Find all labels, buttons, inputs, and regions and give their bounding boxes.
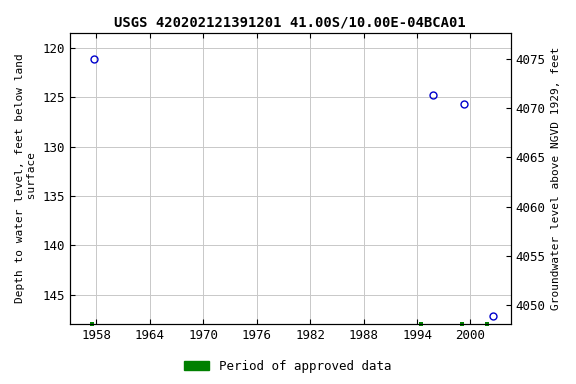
Y-axis label: Depth to water level, feet below land
 surface: Depth to water level, feet below land su…: [15, 54, 37, 303]
Y-axis label: Groundwater level above NGVD 1929, feet: Groundwater level above NGVD 1929, feet: [551, 47, 561, 310]
Title: USGS 420202121391201 41.00S/10.00E-04BCA01: USGS 420202121391201 41.00S/10.00E-04BCA…: [114, 15, 466, 29]
Legend: Period of approved data: Period of approved data: [179, 355, 397, 378]
